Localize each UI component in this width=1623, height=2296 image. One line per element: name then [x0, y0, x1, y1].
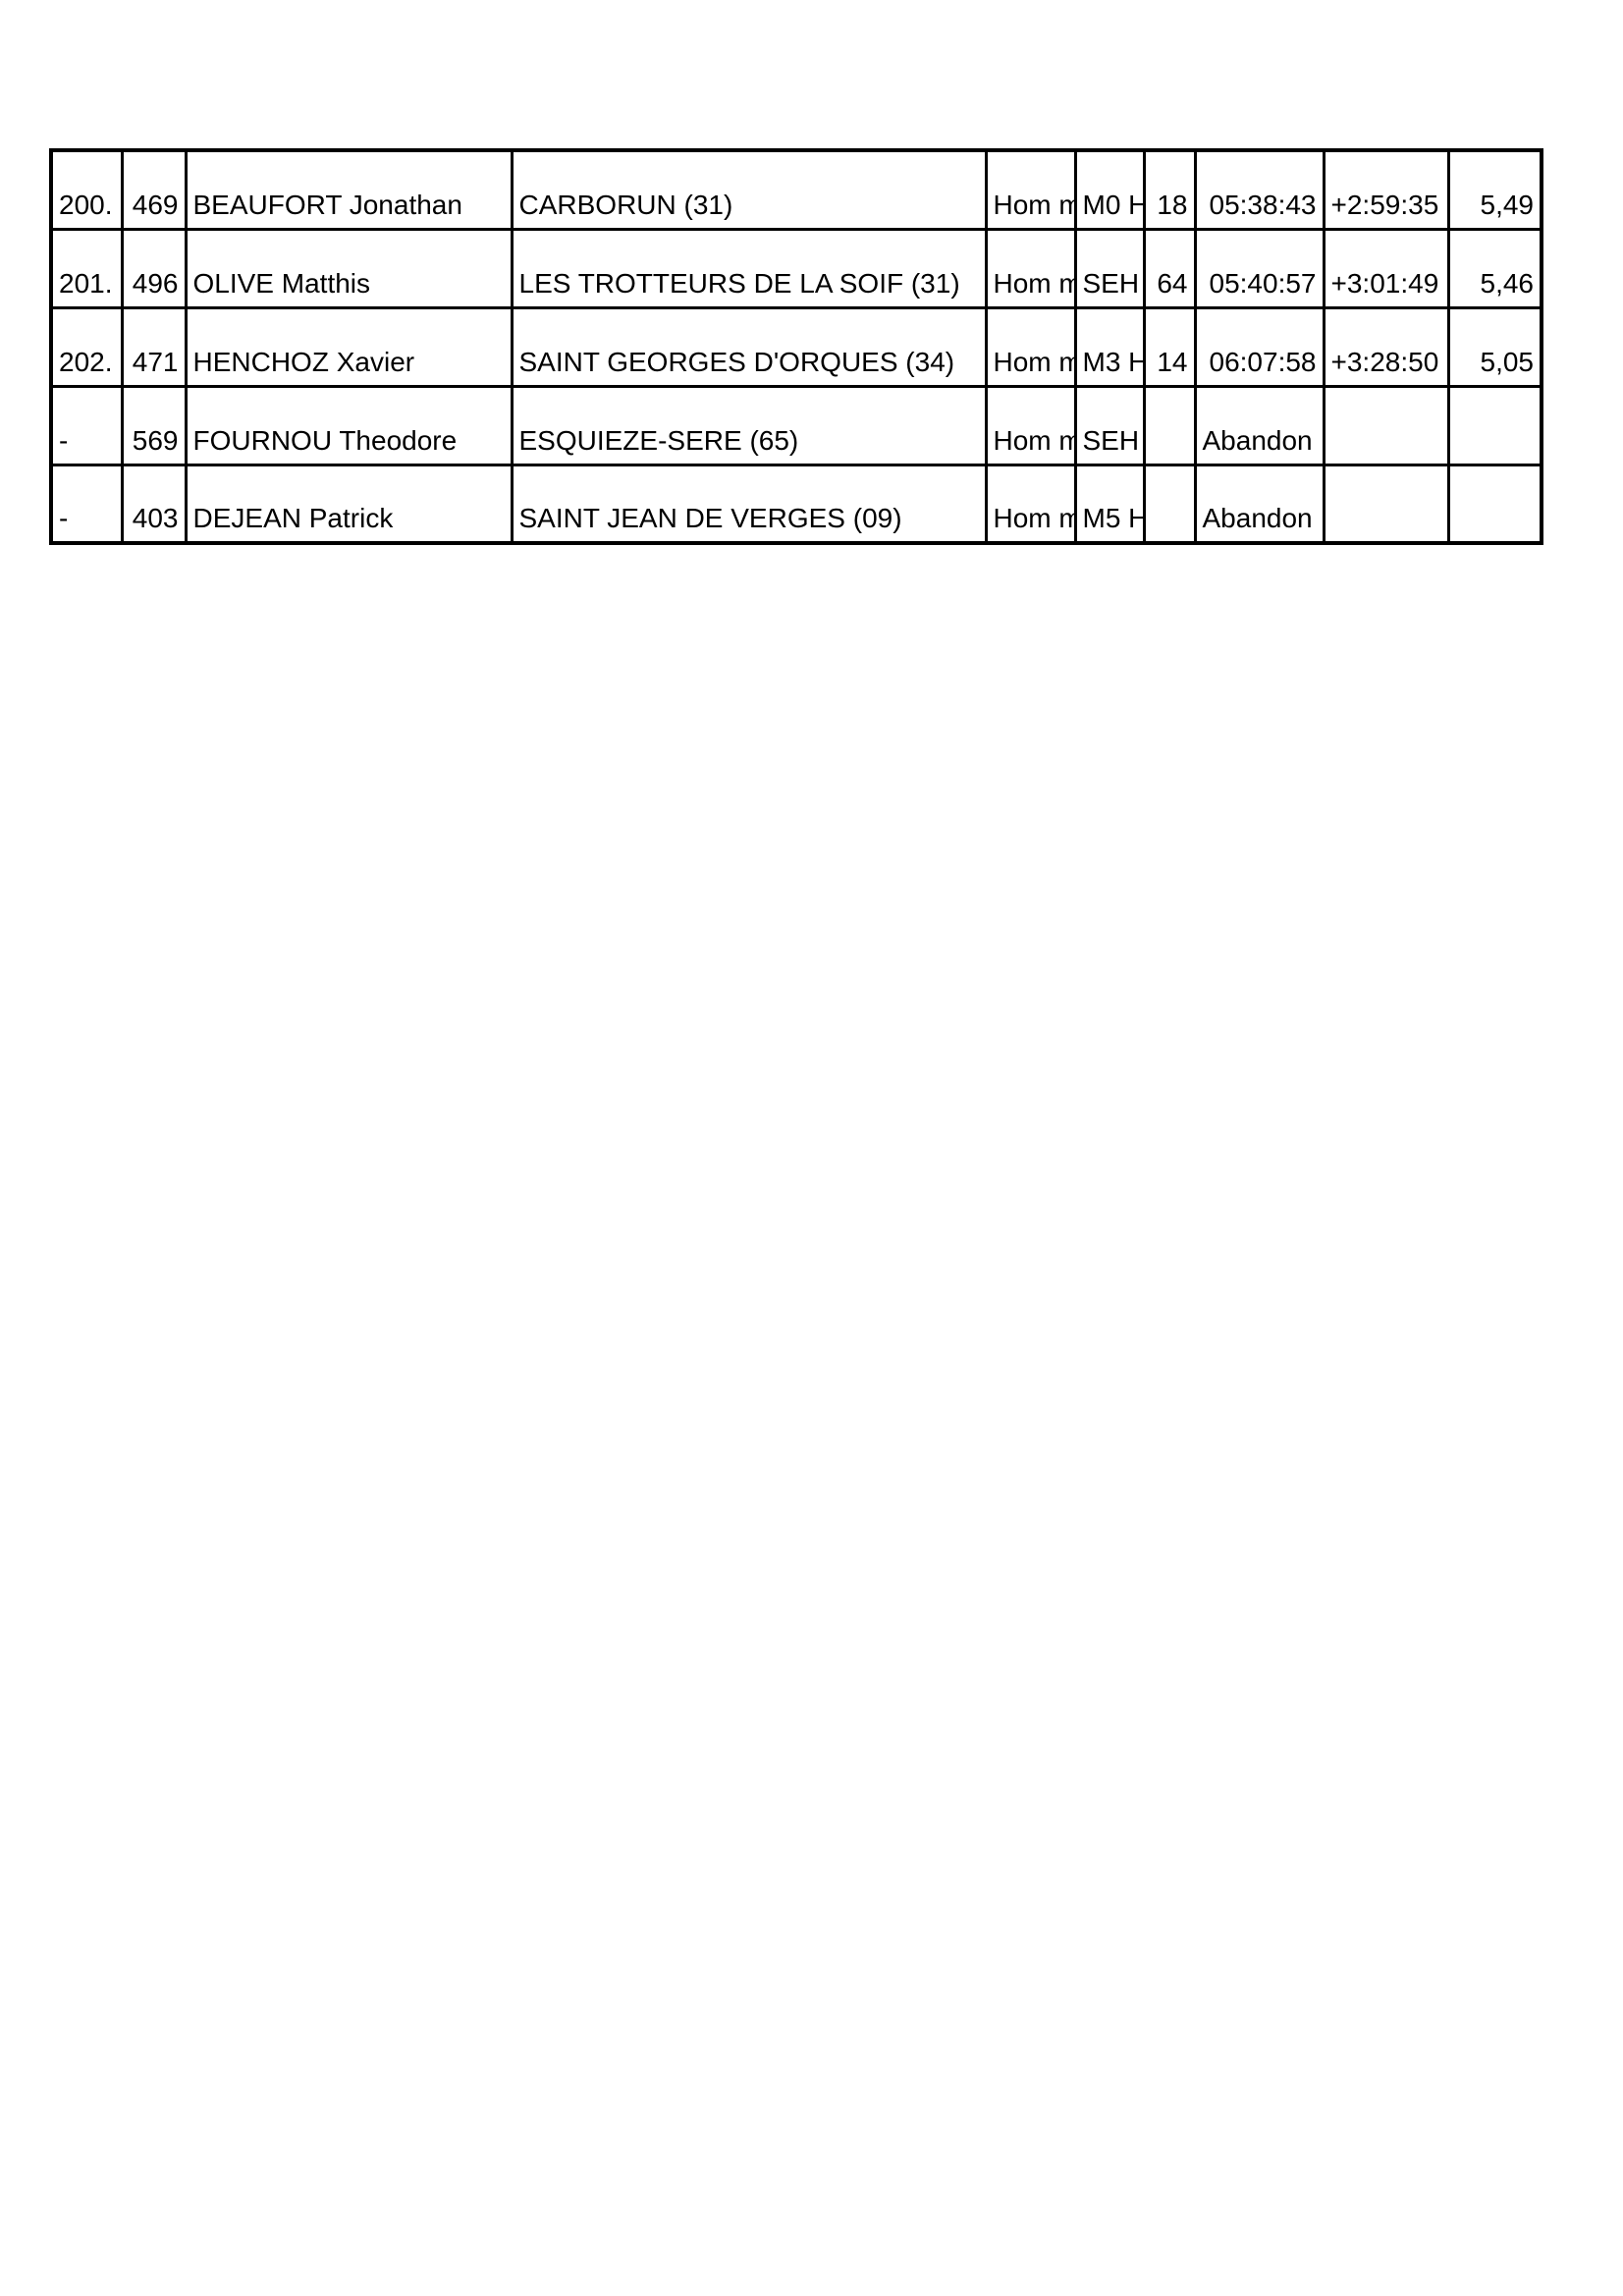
- cell-sex: Hom me: [984, 148, 1077, 231]
- cell-category: M5 H: [1073, 463, 1146, 545]
- cell-category: M3 H: [1073, 305, 1146, 388]
- cell-speed: 5,49: [1446, 148, 1543, 231]
- cell-name: BEAUFORT Jonathan: [184, 148, 514, 231]
- cell-sex: Hom me: [984, 227, 1077, 309]
- cell-time: 06:07:58: [1193, 305, 1325, 388]
- cell-club: SAINT JEAN DE VERGES (09): [510, 463, 988, 545]
- cell-category-rank: [1142, 463, 1197, 545]
- cell-category-rank: 64: [1142, 227, 1197, 309]
- cell-sex: Hom me: [984, 384, 1077, 466]
- cell-rank: 201.: [49, 227, 124, 309]
- cell-bib: 469: [120, 148, 188, 231]
- cell-category-rank: [1142, 384, 1197, 466]
- cell-rank: -: [49, 384, 124, 466]
- cell-category: SEH: [1073, 384, 1146, 466]
- cell-name: DEJEAN Patrick: [184, 463, 514, 545]
- cell-speed: 5,46: [1446, 227, 1543, 309]
- cell-club: CARBORUN (31): [510, 148, 988, 231]
- cell-bib: 569: [120, 384, 188, 466]
- result-row: 201. 496 OLIVE Matthis LES TROTTEURS DE …: [49, 227, 1543, 309]
- cell-name: OLIVE Matthis: [184, 227, 514, 309]
- cell-bib: 471: [120, 305, 188, 388]
- cell-category: SEH: [1073, 227, 1146, 309]
- cell-gap: [1322, 384, 1450, 466]
- cell-rank: 202.: [49, 305, 124, 388]
- cell-rank: -: [49, 463, 124, 545]
- cell-time: 05:40:57: [1193, 227, 1325, 309]
- cell-bib: 403: [120, 463, 188, 545]
- cell-time-status: Abandon: [1193, 384, 1325, 466]
- cell-gap: [1322, 463, 1450, 545]
- cell-time: 05:38:43: [1193, 148, 1325, 231]
- cell-time-status: Abandon: [1193, 463, 1325, 545]
- result-row: 200. 469 BEAUFORT Jonathan CARBORUN (31)…: [49, 148, 1543, 231]
- cell-gap: +2:59:35: [1322, 148, 1450, 231]
- cell-category-rank: 14: [1142, 305, 1197, 388]
- cell-sex: Hom me: [984, 463, 1077, 545]
- cell-club: ESQUIEZE-SERE (65): [510, 384, 988, 466]
- result-row: - 403 DEJEAN Patrick SAINT JEAN DE VERGE…: [49, 463, 1543, 545]
- cell-club: SAINT GEORGES D'ORQUES (34): [510, 305, 988, 388]
- cell-gap: +3:01:49: [1322, 227, 1450, 309]
- cell-speed: [1446, 463, 1543, 545]
- result-row: - 569 FOURNOU Theodore ESQUIEZE-SERE (65…: [49, 384, 1543, 466]
- cell-sex: Hom me: [984, 305, 1077, 388]
- cell-name: HENCHOZ Xavier: [184, 305, 514, 388]
- cell-gap: +3:28:50: [1322, 305, 1450, 388]
- cell-speed: 5,05: [1446, 305, 1543, 388]
- cell-name: FOURNOU Theodore: [184, 384, 514, 466]
- cell-speed: [1446, 384, 1543, 466]
- result-row: 202. 471 HENCHOZ Xavier SAINT GEORGES D'…: [49, 305, 1543, 388]
- cell-bib: 496: [120, 227, 188, 309]
- cell-category: M0 H: [1073, 148, 1146, 231]
- cell-category-rank: 18: [1142, 148, 1197, 231]
- cell-club: LES TROTTEURS DE LA SOIF (31): [510, 227, 988, 309]
- cell-rank: 200.: [49, 148, 124, 231]
- race-results-table: 200. 469 BEAUFORT Jonathan CARBORUN (31)…: [49, 148, 1543, 545]
